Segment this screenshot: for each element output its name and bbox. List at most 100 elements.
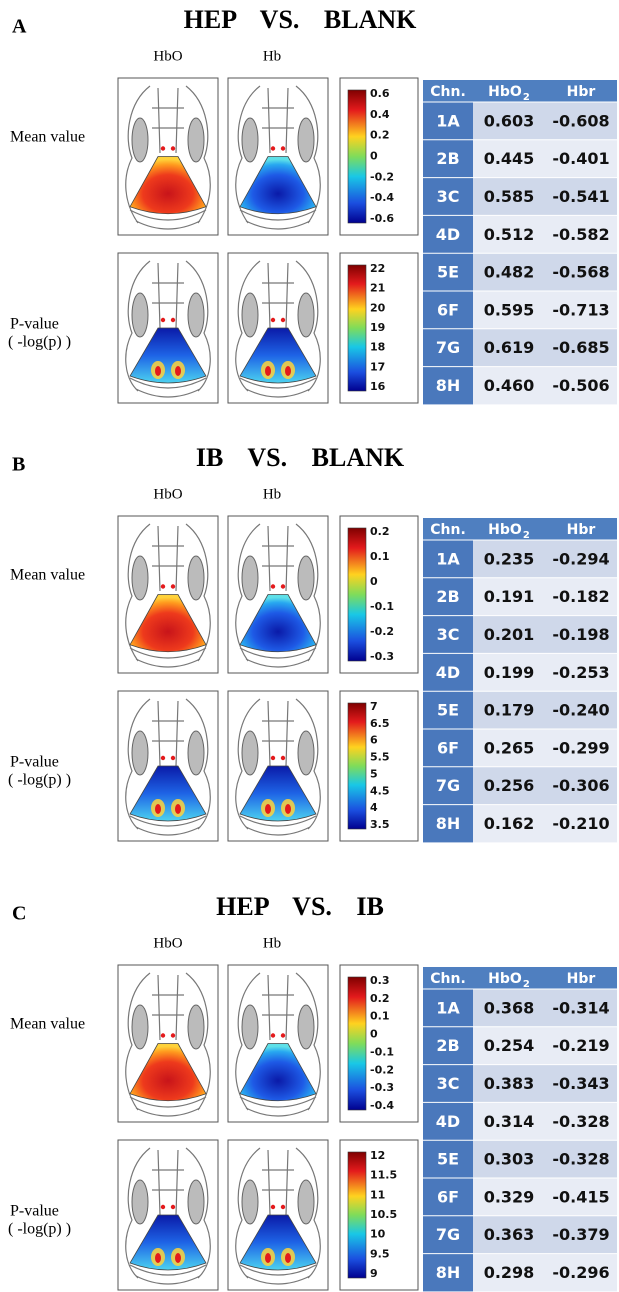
colorbar-tick-label: 4 xyxy=(370,801,378,814)
sketch-base xyxy=(239,209,317,230)
table-channel: 2B xyxy=(436,149,459,168)
sketch-lobe xyxy=(241,292,259,338)
row-label: Mean value xyxy=(10,129,85,146)
activation-blob xyxy=(285,804,291,814)
data-table: Chn. HbO 2 Hbr 1A 0.235 -0.294 2B 0.191 -0.182 3C 0… xyxy=(423,518,617,843)
panel-label: B xyxy=(12,454,25,476)
colorbar-tick-label: 0.3 xyxy=(370,974,390,987)
colorbar xyxy=(347,264,367,392)
sketch-outline xyxy=(235,972,261,1111)
colorbar xyxy=(347,89,367,224)
table-chn-cell xyxy=(423,291,473,329)
sketch-outline xyxy=(295,1147,321,1279)
activation-blob xyxy=(285,1253,291,1263)
activation-blob xyxy=(265,366,271,376)
sketch-trunk xyxy=(262,87,294,154)
table-channel: 7G xyxy=(436,338,460,357)
table-chn-cell xyxy=(423,215,473,254)
sketch-lobe xyxy=(187,730,205,776)
sketch-base xyxy=(239,647,317,668)
column-label: Hb xyxy=(263,486,281,502)
table-channel: 5E xyxy=(437,1150,459,1169)
colorbar-tick-label: -0.4 xyxy=(370,1099,394,1112)
colorbar-tick-label: 16 xyxy=(370,380,386,393)
sketch-outline xyxy=(235,1147,261,1279)
table-chn-cell xyxy=(423,102,473,140)
sketch-lobe xyxy=(187,1179,205,1225)
table-channel: 8H xyxy=(436,1263,461,1282)
table-cell xyxy=(473,615,617,654)
table-value: -0.506 xyxy=(552,376,609,395)
table-value: -0.328 xyxy=(552,1150,609,1169)
table-header-bg xyxy=(423,80,617,102)
table-value: 0.363 xyxy=(484,1225,535,1244)
electrode xyxy=(170,1033,176,1038)
sketch-base xyxy=(239,1264,317,1285)
panel-title: HEP VS. BLANK xyxy=(184,5,418,34)
table-value: -0.328 xyxy=(552,1112,609,1131)
table-channel: 8H xyxy=(436,376,461,395)
sketch-lobe xyxy=(187,117,205,163)
colorbar-tick-label: -0.2 xyxy=(370,1063,394,1076)
sketch-lobe xyxy=(187,1004,205,1050)
table-header: Hbr xyxy=(567,84,596,100)
sketch-outline xyxy=(125,972,151,1111)
table-value: 0.201 xyxy=(484,625,535,644)
table-header: HbO xyxy=(488,522,522,538)
table-value: 0.191 xyxy=(484,587,535,606)
electrode xyxy=(170,317,176,323)
table-channel: 1A xyxy=(436,549,460,568)
sketch-lobe xyxy=(187,555,205,601)
sketch-lobe xyxy=(131,555,149,601)
sketch-lobe xyxy=(297,1004,315,1050)
table-cell xyxy=(473,366,617,405)
sketch-lobe xyxy=(131,1004,149,1050)
table-value: 0.303 xyxy=(484,1150,535,1169)
table-value: -0.306 xyxy=(552,776,609,795)
colorbar-tick-label: 5 xyxy=(370,767,378,780)
colorbar-tick-label: 19 xyxy=(370,321,385,334)
colorbar-tick-label: 4.5 xyxy=(370,784,390,797)
table-cell xyxy=(473,328,617,367)
sketch-trunk xyxy=(262,1149,294,1216)
activation-map xyxy=(239,765,317,822)
table-cell xyxy=(473,291,617,329)
colorbar xyxy=(347,527,367,662)
sketch-outline xyxy=(185,972,211,1111)
panel: B IB VS. BLANK HbO Hb Mean value P-value( -lo… xyxy=(8,443,617,843)
colorbar-tick-label: -0.3 xyxy=(370,650,394,663)
table-chn-cell xyxy=(423,139,473,178)
table-chn-cell xyxy=(423,1064,473,1103)
sketch-base xyxy=(129,647,207,668)
sketch-lobe xyxy=(131,730,149,776)
table-cell xyxy=(473,1026,617,1065)
row-label: Mean value xyxy=(10,1016,85,1033)
electrode xyxy=(160,146,166,151)
sketch-lobe xyxy=(131,1179,149,1225)
sketch-base xyxy=(239,377,317,398)
sketch-lobe xyxy=(187,292,205,338)
panel-label: C xyxy=(12,903,26,925)
colorbar-tick-label: 6.5 xyxy=(370,717,390,730)
colorbar-tick-label: 12 xyxy=(370,1149,385,1162)
table-cell xyxy=(473,1253,617,1292)
table-channel: 4D xyxy=(436,1112,460,1131)
table-chn-cell xyxy=(423,328,473,367)
sketch-lobe xyxy=(241,1179,259,1225)
sketch-trunk xyxy=(262,974,294,1041)
table-chn-cell xyxy=(423,729,473,767)
table-channel: 7G xyxy=(436,1225,460,1244)
sketch-trunk xyxy=(152,1149,184,1216)
sketch-lobe xyxy=(297,117,315,163)
activation-map xyxy=(129,327,207,384)
electrode xyxy=(270,317,276,323)
table-cell xyxy=(473,691,617,729)
table-cell xyxy=(473,1178,617,1216)
table-channel: 6F xyxy=(437,738,459,757)
sketch-base xyxy=(239,815,317,836)
colorbar-tick-label: -0.3 xyxy=(370,1081,394,1094)
table-value: -0.240 xyxy=(552,701,609,720)
table-cell xyxy=(473,1215,617,1254)
